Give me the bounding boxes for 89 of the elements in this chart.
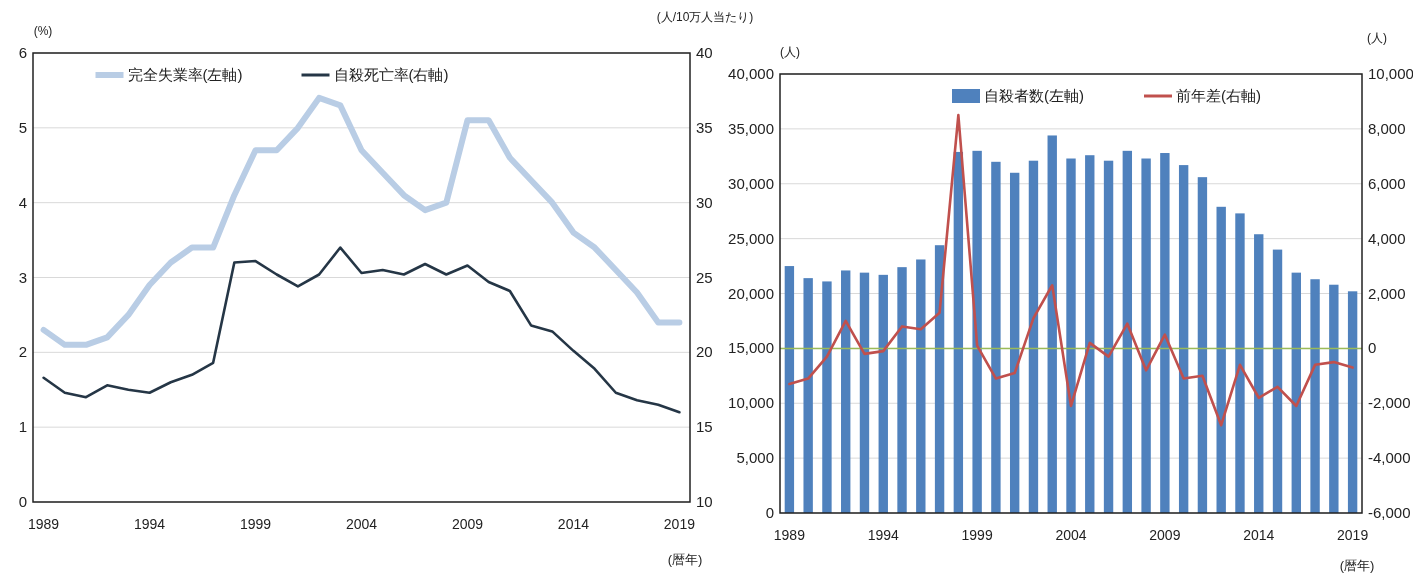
bar (1329, 284, 1339, 513)
x-tick-label: 1989 (28, 516, 60, 532)
y2-tick-label: 10 (696, 493, 713, 510)
y2-tick-label: 0 (1368, 339, 1377, 357)
y-tick-label: 25,000 (728, 229, 774, 247)
y-tick-label: 1 (18, 418, 27, 436)
legend-label: 前年差(右軸) (1176, 87, 1261, 104)
y-tick-label: 2 (18, 343, 27, 361)
y2-tick-label: 15 (696, 418, 713, 436)
bar (859, 272, 870, 513)
bar (1028, 160, 1039, 513)
y2-tick-label: 6,000 (1368, 174, 1406, 192)
bar (972, 150, 982, 513)
bar (1066, 158, 1076, 513)
bar (1310, 279, 1320, 513)
bar (822, 281, 832, 513)
x-tick-label: 2014 (1243, 527, 1275, 543)
bar (1254, 234, 1264, 513)
x-axis-title: (暦年) (1339, 558, 1375, 573)
bar (1122, 150, 1133, 513)
y2-tick-label: 8,000 (1368, 119, 1406, 137)
y2-tick-label: 40 (696, 44, 713, 61)
bar (1216, 206, 1226, 513)
y2-tick-label: -4,000 (1368, 449, 1411, 467)
legend-label: 自殺者数(左軸) (984, 87, 1084, 104)
bar (1085, 155, 1095, 513)
x-tick-label: 2009 (1149, 527, 1181, 543)
y-tick-label: 30,000 (728, 174, 774, 192)
bar (934, 245, 945, 513)
bar (1291, 272, 1301, 513)
bar (897, 267, 907, 513)
y2-tick-label: 35 (696, 118, 713, 136)
y-axis-title: (%) (33, 24, 53, 38)
bar (1197, 177, 1208, 513)
y-tick-label: 4 (18, 193, 27, 211)
bar (1347, 291, 1358, 513)
bar (841, 270, 851, 513)
y-tick-label: 15,000 (728, 339, 774, 357)
bar (1103, 160, 1114, 513)
x-tick-label: 2004 (1055, 527, 1087, 543)
y-tick-label: 10,000 (728, 394, 774, 412)
y-axis-title: (人) (780, 45, 800, 59)
y-tick-label: 35,000 (728, 119, 774, 137)
bar (1160, 153, 1170, 513)
x-tick-label: 2019 (1337, 527, 1369, 543)
bar (1178, 165, 1189, 513)
y2-axis-title: (人) (1367, 31, 1387, 45)
x-tick-label: 1989 (773, 527, 806, 543)
x-tick-label: 2019 (663, 516, 696, 532)
x-tick-label: 2004 (345, 516, 378, 532)
y2-tick-label: -2,000 (1368, 394, 1411, 412)
line-series (42, 246, 681, 414)
legend-label: 自殺死亡率(右軸) (333, 66, 449, 83)
x-tick-label: 1994 (133, 516, 166, 532)
x-tick-label: 1999 (961, 527, 993, 543)
bar (1141, 158, 1151, 513)
y2-tick-label: 30 (696, 193, 713, 211)
bar (991, 161, 1001, 513)
y-tick-label: 6 (18, 44, 27, 61)
y2-tick-label: 4,000 (1368, 229, 1406, 247)
bar (1009, 172, 1020, 513)
line-series (788, 113, 1354, 427)
y-tick-label: 20,000 (728, 284, 774, 302)
y-tick-label: 0 (18, 493, 27, 510)
bar (784, 266, 795, 513)
bar (1047, 135, 1057, 513)
y-tick-label: 40,000 (728, 65, 774, 82)
y-tick-label: 5,000 (736, 449, 774, 467)
bar (916, 259, 926, 513)
y2-tick-label: 20 (696, 343, 713, 361)
y-tick-label: 5 (18, 118, 27, 136)
bar (878, 274, 888, 513)
y-tick-label: 0 (765, 504, 774, 521)
bar (803, 278, 813, 513)
x-tick-label: 1999 (239, 516, 272, 532)
y2-tick-label: 25 (696, 268, 713, 286)
x-tick-label: 2014 (557, 516, 590, 532)
x-axis-title: (暦年) (667, 552, 703, 567)
x-tick-label: 2009 (451, 516, 484, 532)
legend-label: 完全失業率(左軸) (127, 66, 243, 83)
y2-tick-label: 2,000 (1368, 284, 1406, 302)
y2-tick-label: 10,000 (1368, 65, 1413, 82)
bar (1235, 213, 1245, 513)
y2-axis-title: (人/10万人当たり) (656, 10, 754, 24)
y-tick-label: 3 (18, 268, 27, 286)
x-tick-label: 1994 (867, 527, 900, 543)
bar (1272, 249, 1283, 513)
y2-tick-label: -6,000 (1368, 504, 1411, 521)
bar (953, 151, 964, 513)
